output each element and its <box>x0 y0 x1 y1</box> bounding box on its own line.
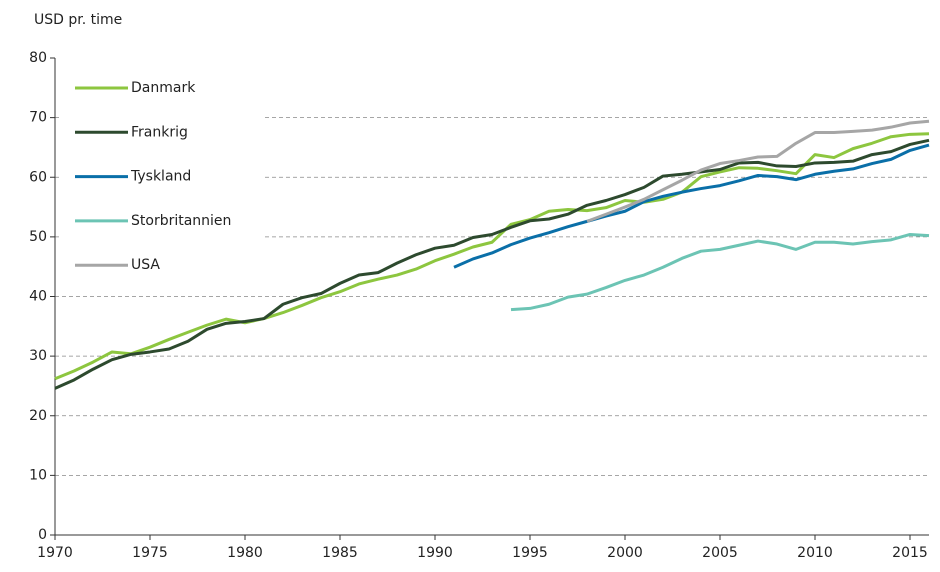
x-tick-label: 2015 <box>892 545 928 561</box>
x-tick-label: 1975 <box>132 545 168 561</box>
y-tick-label: 0 <box>38 527 47 543</box>
y-tick-label: 70 <box>29 110 47 126</box>
x-tick-label: 1995 <box>512 545 548 561</box>
legend-label: Danmark <box>131 80 196 96</box>
legend-label: USA <box>131 257 160 273</box>
legend-label: Storbritannien <box>131 213 231 229</box>
line <box>54 132 930 381</box>
y-tick-label: 20 <box>29 408 47 424</box>
x-tick-label: 2000 <box>607 545 643 561</box>
legend-label: Frankrig <box>131 124 188 140</box>
y-axis-label: USD pr. time <box>34 12 122 28</box>
x-tick-label: 1985 <box>322 545 358 561</box>
line <box>453 143 930 269</box>
line <box>510 232 930 312</box>
y-tick-label: 10 <box>29 467 47 483</box>
line <box>586 119 930 223</box>
y-tick-label: 60 <box>29 169 47 185</box>
y-tick-label: 50 <box>29 229 47 245</box>
y-tick-label: 80 <box>29 50 47 66</box>
x-tick-label: 2005 <box>702 545 738 561</box>
y-tick-label: 30 <box>29 348 47 364</box>
x-tick-label: 1980 <box>227 545 263 561</box>
legend-label: Tyskland <box>130 169 191 185</box>
x-tick-label: 2010 <box>797 545 833 561</box>
y-tick-label: 40 <box>29 289 47 305</box>
x-tick-label: 1990 <box>417 545 453 561</box>
line <box>54 138 930 390</box>
x-tick-label: 1970 <box>37 545 73 561</box>
